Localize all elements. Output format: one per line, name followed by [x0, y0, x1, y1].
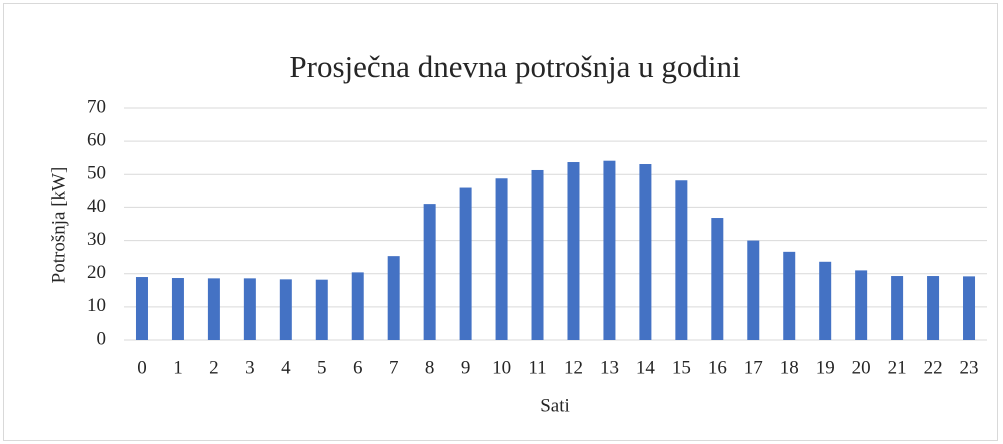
y-tick-label: 70: [87, 96, 106, 117]
y-tick-label: 0: [97, 328, 107, 349]
x-tick-label: 18: [780, 357, 799, 378]
y-tick-label: 30: [87, 229, 106, 250]
bar: [783, 251, 796, 340]
bar: [819, 261, 832, 340]
x-tick-label: 9: [461, 357, 471, 378]
bar: [171, 278, 184, 340]
x-tick-label: 17: [744, 357, 763, 378]
bar: [927, 276, 940, 340]
bar: [495, 178, 508, 340]
x-tick-label: 1: [173, 357, 183, 378]
y-tick-label: 50: [87, 163, 106, 184]
y-tick-label: 20: [87, 262, 106, 283]
bar: [423, 204, 436, 340]
bar: [567, 162, 580, 340]
x-tick-label: 23: [960, 357, 979, 378]
x-tick-label: 4: [281, 357, 291, 378]
chart-title: Prosječna dnevna potrošnja u godini: [289, 49, 741, 84]
bar: [387, 256, 400, 340]
x-tick-label: 22: [924, 357, 943, 378]
x-tick-label: 0: [137, 357, 147, 378]
x-tick-label: 16: [708, 357, 727, 378]
x-tick-label: 15: [672, 357, 691, 378]
bar: [747, 240, 760, 340]
y-axis-label: Potrošnja [kW]: [48, 167, 69, 284]
bar: [603, 160, 616, 340]
bar: [675, 180, 688, 340]
x-tick-label: 10: [492, 357, 511, 378]
x-tick-label: 21: [888, 357, 907, 378]
x-tick-label: 13: [600, 357, 619, 378]
x-tick-label: 14: [636, 357, 656, 378]
x-tick-label: 7: [389, 357, 399, 378]
y-tick-label: 10: [87, 295, 106, 316]
x-tick-label: 20: [852, 357, 871, 378]
bar: [315, 279, 328, 340]
bar: [855, 270, 868, 340]
x-tick-label: 11: [528, 357, 546, 378]
bar: [963, 276, 976, 340]
x-tick-label: 19: [816, 357, 835, 378]
x-tick-label: 2: [209, 357, 219, 378]
bar: [711, 218, 724, 340]
bar: [243, 278, 256, 340]
bar: [891, 276, 904, 340]
bar: [639, 164, 652, 340]
x-tick-label: 5: [317, 357, 327, 378]
bar: [531, 169, 544, 340]
bar: [279, 279, 292, 340]
bar: [207, 278, 220, 340]
bar: [135, 277, 148, 340]
x-tick-label: 3: [245, 357, 255, 378]
x-tick-label: 12: [564, 357, 583, 378]
y-tick-label: 60: [87, 130, 106, 151]
bar: [351, 272, 364, 340]
x-tick-label: 6: [353, 357, 363, 378]
x-axis-label: Sati: [540, 395, 570, 416]
y-tick-label: 40: [87, 196, 106, 217]
bar: [459, 187, 472, 340]
x-tick-label: 8: [425, 357, 435, 378]
